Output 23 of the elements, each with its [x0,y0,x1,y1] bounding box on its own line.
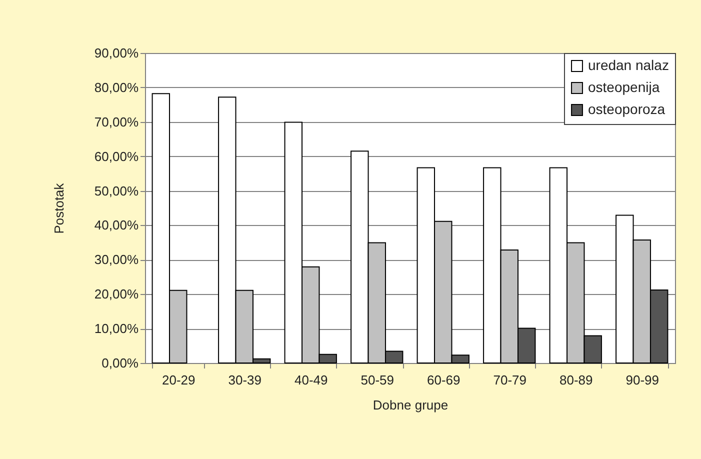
y-tick-label: 0,00% [102,356,139,370]
y-tick-label: 30,00% [94,252,139,268]
y-tick-label: 70,00% [94,114,139,130]
x-tick-label: 30-39 [228,372,262,388]
x-tick-label: 60-69 [427,372,460,388]
y-tick-label: 10,00% [94,321,139,336]
x-tick-label: 90-99 [626,372,659,388]
x-tick-label: 70-79 [493,372,526,388]
y-tick-label: 90,00% [94,46,139,60]
y-tick-label: 40,00% [94,218,139,233]
y-tick-label: 60,00% [94,148,139,164]
y-tick-label: 80,00% [94,80,139,95]
x-tick-label: 40-49 [294,372,328,388]
y-tick-label: 20,00% [94,286,139,302]
legend-label: uredan nalaz [588,57,669,73]
y-axis-title: Postotak [51,182,66,234]
x-tick-label: 80-89 [560,372,593,388]
x-axis-title: Dobne grupe [372,398,448,412]
legend-label: osteoporoza [588,101,666,117]
legend-label: osteopenija [588,79,660,95]
y-tick-label: 50,00% [94,183,139,198]
x-tick-label: 20-29 [162,372,196,388]
x-tick-label: 50-59 [360,372,394,388]
